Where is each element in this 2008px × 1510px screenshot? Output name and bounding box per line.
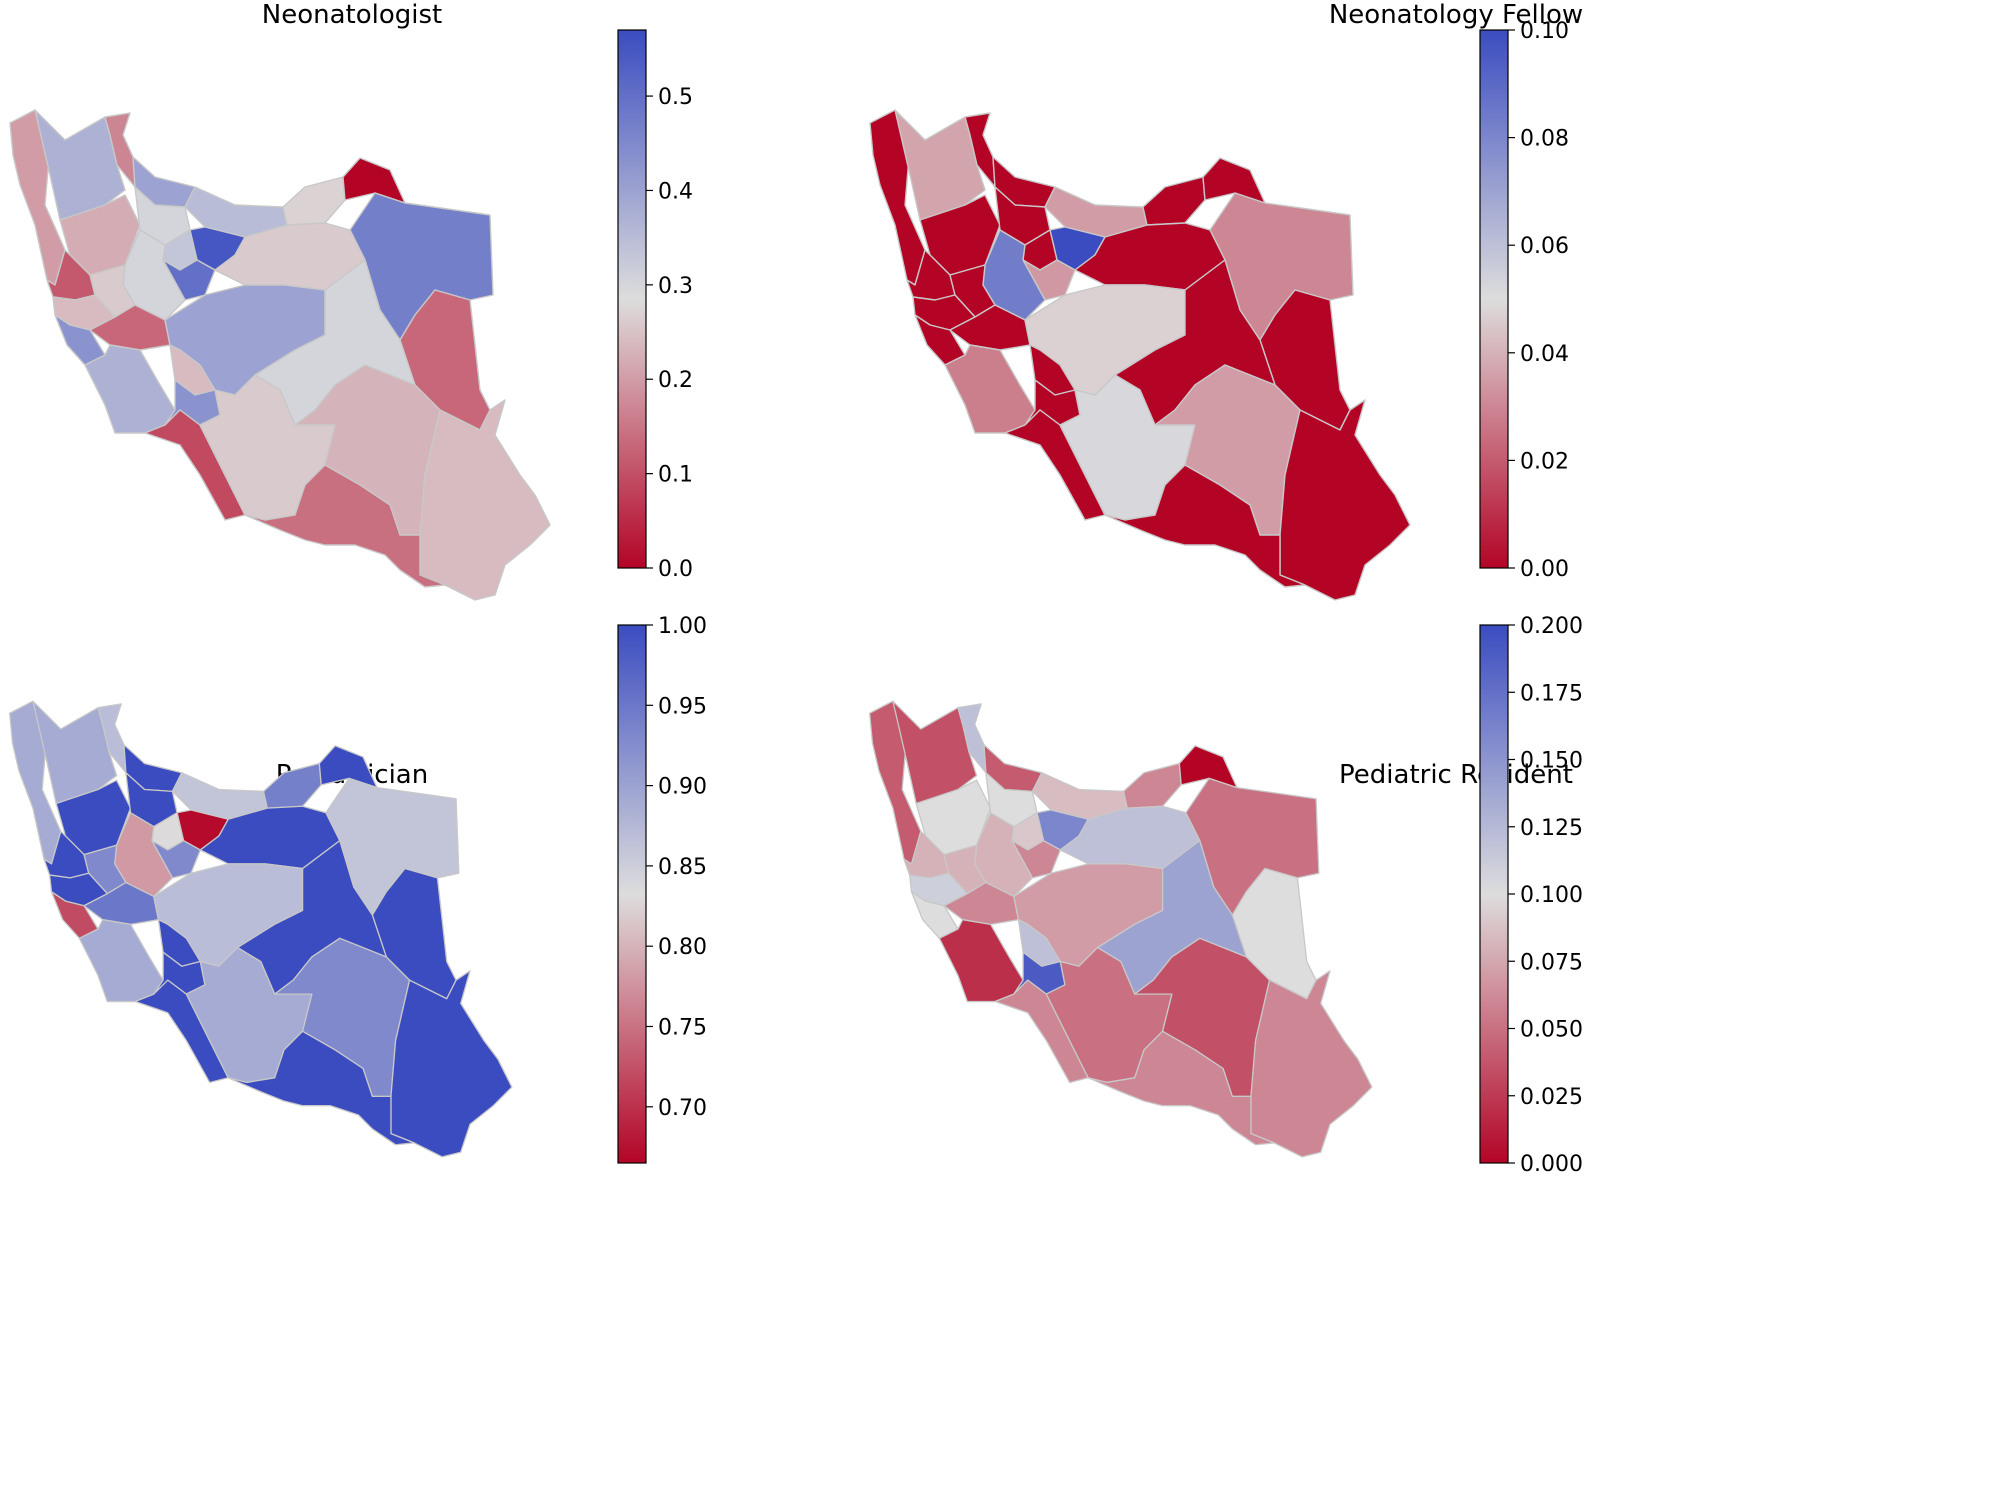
province-golestan [1122, 762, 1182, 809]
map-panel-neonatologist: Neonatologist 0.0 0.1 0.2 0.3 0.4 0.5 [0, 0, 1004, 750]
province-layer [869, 109, 1411, 601]
province-layer [8, 700, 513, 1158]
colorbar-tick-label: 0.75 [658, 1015, 707, 1040]
province-hormozgan [1087, 1030, 1275, 1146]
colorbar-tick-label: 0.02 [1520, 449, 1569, 474]
colorbar-tick-label: 0.2 [658, 368, 693, 393]
colorbar-tick-label: 0.5 [658, 85, 693, 110]
province-east-azerbaijan [894, 109, 986, 221]
colorbar-tick-label: 0.050 [1520, 1018, 1583, 1043]
province-hormozgan [244, 464, 446, 588]
map-panel-pediatrician: Pediatrician 0.700.750.800.850.900.951.0… [0, 614, 1004, 1510]
colorbar [1479, 29, 1509, 569]
colorbar-tick-label: 0.08 [1520, 127, 1569, 152]
province-east-azerbaijan [34, 109, 126, 221]
colorbar-tick-label: 0.000 [1520, 1152, 1583, 1177]
colorbar-tick-label: 0.85 [658, 855, 707, 880]
province-golestan [282, 176, 346, 226]
province-sistan-baluchestan [1279, 399, 1411, 601]
colorbar-tick-label: 0.10 [1520, 19, 1569, 44]
colorbar-tick-label: 0.06 [1520, 234, 1569, 259]
colorbar-tick-label: 0.100 [1520, 883, 1583, 908]
colorbar-tick-label: 0.075 [1520, 950, 1583, 975]
colorbar-tick-label: 0.1 [658, 463, 693, 488]
colorbar-tick-label: 0.150 [1520, 749, 1583, 774]
province-golestan [1142, 176, 1206, 226]
colorbar-tick-label: 0.95 [658, 694, 707, 719]
colorbar-tick-label: 0.175 [1520, 681, 1583, 706]
panel-title: Pediatric Resident [1339, 760, 1573, 790]
province-golestan [262, 762, 322, 809]
colorbar-tick-label: 0.4 [658, 179, 693, 204]
province-hormozgan [227, 1030, 415, 1146]
province-sistan-baluchestan [1250, 970, 1373, 1158]
panel-title: Neonatologist [261, 0, 443, 30]
colorbar-tick-label: 0.90 [658, 775, 707, 800]
choropleth-map: 0.0 0.1 0.2 0.3 0.4 0.5 [9, 29, 693, 601]
province-layer [868, 700, 1373, 1158]
colorbar-tick-label: 0.3 [658, 274, 693, 299]
province-hormozgan [1104, 464, 1306, 588]
province-khuzestan [78, 919, 164, 1003]
colorbar-tick-label: 0.125 [1520, 816, 1583, 841]
colorbar [1479, 624, 1509, 1164]
map-panel-neonatology-fellow: Neonatology Fellow 0.00 0.02 0.04 0.06 0.08 0… [869, 0, 2008, 750]
province-sistan-baluchestan [390, 970, 513, 1158]
colorbar [617, 624, 647, 1164]
colorbar-tick-label: 0.0 [658, 557, 693, 582]
colorbar-tick-label: 0.025 [1520, 1085, 1583, 1110]
choropleth-map: 0.000 0.025 0.050 0.075 0.100 0.125 0.150 0.175… [868, 614, 1583, 1177]
province-layer [9, 109, 551, 601]
colorbar-tick-label: 0.80 [658, 935, 707, 960]
map-panel-pediatric-resident: Pediatric Resident 0.000 0.025 0.050 0.075 0… [868, 614, 2008, 1510]
choropleth-map: 0.70 0.75 0.80 0.85 0.90 0.95 1.00 [8, 614, 707, 1164]
colorbar-tick-label: 0.04 [1520, 342, 1569, 367]
province-east-azerbaijan [32, 700, 118, 805]
colorbar-tick-label: 0.00 [1520, 557, 1569, 582]
choropleth-map: 0.00 0.02 0.04 0.06 0.08 0.10 [869, 19, 1569, 601]
colorbar [617, 29, 647, 569]
colorbar-tick-label: 1.00 [658, 614, 707, 639]
province-khuzestan [84, 344, 176, 434]
province-east-azerbaijan [892, 700, 978, 805]
province-sistan-baluchestan [419, 399, 551, 601]
panel-title: Neonatology Fellow [1328, 0, 1584, 30]
colorbar-tick-label: 0.200 [1520, 614, 1583, 639]
colorbar-tick-label: 0.70 [658, 1096, 707, 1121]
